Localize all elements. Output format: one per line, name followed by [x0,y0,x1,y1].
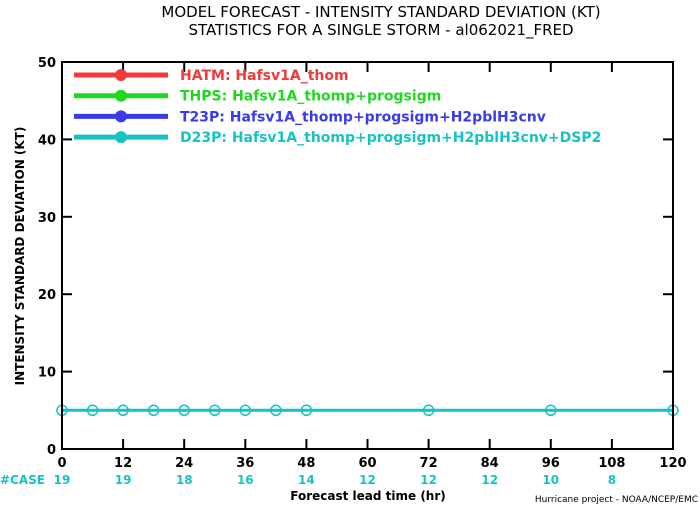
case-count: 19 [115,473,132,487]
case-count: 19 [54,473,71,487]
y-tick-label: 40 [38,133,56,148]
chart-title: MODEL FORECAST - INTENSITY STANDARD DEVI… [161,3,600,21]
y-axis: 0 10 20 30 40 50 [38,56,673,458]
legend-marker [115,69,127,81]
data-point [300,404,313,417]
legend-label: HATM: Hafsv1A_thom [180,68,349,84]
x-axis: 0 12 24 36 48 60 72 84 96 108 120 [57,62,687,471]
data-point [86,404,99,417]
case-count: 8 [608,473,616,487]
case-count: 12 [359,473,376,487]
data-point [178,404,190,417]
data-point [147,404,160,417]
legend: HATM: Hafsv1A_thom THPS: Hafsv1A_thomp+pr… [74,68,601,146]
y-tick-label: 30 [38,211,56,226]
case-count-label: #CASE [0,473,45,487]
data-point [209,404,221,417]
y-axis-label: INTENSITY STANDARD DEVIATION (KT) [13,127,27,386]
data-point [545,404,557,417]
legend-label: T23P: Hafsv1A_thomp+progsigm+H2pblH3cnv [180,109,546,125]
case-count: 14 [298,473,315,487]
x-tick-label: 12 [114,456,132,471]
y-tick-label: 50 [38,56,56,71]
case-count: 12 [420,473,437,487]
x-tick-label: 36 [236,456,254,471]
legend-label: D23P: Hafsv1A_thomp+progsigm+H2pblH3cnv+… [180,130,601,146]
data-point [422,404,435,417]
x-axis-label: Forecast lead time (hr) [290,489,446,503]
x-tick-label: 108 [598,456,625,471]
legend-marker [115,89,127,102]
legend-marker [115,110,127,123]
case-count: 18 [176,473,193,487]
x-tick-label: 60 [358,456,376,471]
y-tick-label: 0 [47,443,56,458]
case-count-row: 19 19 18 16 14 12 12 12 10 8 [54,473,616,487]
x-tick-label: 0 [57,456,66,471]
data-point [270,404,282,417]
data-point [117,404,129,417]
plot-area [56,404,679,417]
y-tick-label: 10 [38,366,56,381]
x-tick-label: 48 [297,456,315,471]
case-count: 10 [542,473,559,487]
data-point [239,404,252,417]
x-tick-label: 72 [420,456,438,471]
x-tick-label: 84 [481,456,499,471]
case-count: 16 [237,473,254,487]
legend-marker [115,131,127,144]
chart-subtitle: STATISTICS FOR A SINGLE STORM - al062021… [188,21,573,40]
x-tick-label: 120 [659,456,686,471]
x-tick-label: 96 [542,456,560,471]
legend-label: THPS: Hafsv1A_thomp+progsigm [180,89,441,105]
x-tick-label: 24 [175,456,193,471]
credit-text: Hurricane project - NOAA/NCEP/EMC [535,495,698,505]
case-count: 12 [481,473,498,487]
y-tick-label: 20 [38,288,56,303]
